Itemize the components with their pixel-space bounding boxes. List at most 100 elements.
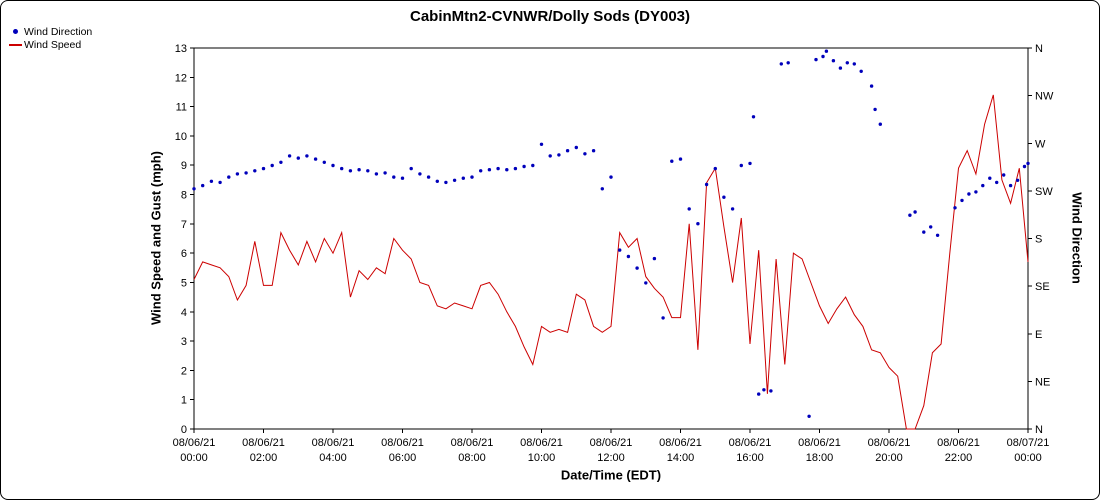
right-tick-label: NW (1035, 91, 1054, 103)
x-tick-time: 14:00 (667, 452, 695, 464)
wind-direction-dot (331, 163, 335, 168)
wind-direction-dot (873, 107, 877, 112)
wind-direction-dot (845, 61, 849, 65)
wind-direction-dot (435, 179, 439, 183)
right-tick-label: E (1035, 329, 1042, 341)
right-tick-label: SW (1035, 186, 1053, 198)
wind-direction-dot (461, 176, 465, 180)
wind-direction-dot (751, 115, 756, 119)
wind-direction-dot (661, 316, 665, 320)
wind-direction-dot (357, 168, 361, 172)
left-tick-label: 10 (175, 131, 187, 143)
wind-direction-dot (340, 166, 344, 171)
wind-direction-dot (981, 183, 985, 188)
wind-direction-dot (913, 210, 917, 214)
wind-direction-dot (348, 169, 353, 173)
wind-direction-dot (814, 57, 818, 62)
legend-label-wind-speed: Wind Speed (24, 38, 82, 51)
wind-direction-dot (591, 149, 596, 153)
wind-direction-dot (935, 233, 940, 237)
wind-direction-dot (922, 230, 926, 234)
x-axis-ticks: 08/06/21 00:00 08/06/21 02:00 08/06/21 04:00 0… (173, 429, 1050, 464)
wind-direction-dot (522, 164, 526, 169)
x-tick-date: 08/06/21 (590, 437, 633, 449)
wind-direction-dot (392, 175, 396, 179)
wind-direction-dot (831, 59, 836, 63)
x-tick-date: 08/06/21 (312, 437, 355, 449)
wind-direction-dot (878, 122, 882, 126)
left-tick-label: 4 (181, 307, 187, 319)
right-tick-label: W (1035, 138, 1046, 150)
wind-direction-dot (974, 190, 978, 194)
wind-direction-dot (261, 166, 266, 171)
wind-direction-dot (531, 163, 535, 168)
wind-direction-dot (583, 152, 587, 156)
x-tick-date: 08/06/21 (520, 437, 563, 449)
wind-direction-dot (748, 161, 752, 166)
wind-direction-dot (409, 166, 413, 171)
x-tick-time: 00:00 (1014, 452, 1042, 464)
wind-direction-dot (722, 195, 726, 199)
wind-direction-dot (644, 281, 648, 285)
left-tick-label: 13 (175, 43, 187, 55)
wind-direction-dot (762, 388, 766, 392)
wind-direction-legend-marker-icon (13, 29, 18, 34)
right-tick-label: N (1035, 424, 1043, 436)
x-tick-time: 16:00 (736, 452, 764, 464)
wind-direction-dot (1022, 164, 1027, 169)
wind-direction-dot (201, 183, 205, 188)
wind-direction-dot (470, 175, 474, 179)
wind-direction-dot (908, 213, 912, 217)
x-tick-time: 10:00 (528, 452, 556, 464)
wind-direction-dot (244, 171, 248, 175)
wind-direction-dot (626, 254, 631, 259)
wind-direction-dot (967, 192, 971, 196)
legend: Wind Direction Wind Speed (9, 25, 92, 51)
wind-direction-dot (418, 172, 422, 176)
wind-direction-dot (1008, 183, 1013, 188)
x-tick-date: 08/06/21 (381, 437, 424, 449)
wind-direction-dot (807, 414, 811, 418)
right-axis-ticks: N NW W SW S SE E NE N (1028, 43, 1054, 436)
x-tick-date: 08/06/21 (937, 437, 980, 449)
wind-direction-dot (1015, 178, 1020, 182)
wind-direction-dot (600, 187, 604, 191)
x-tick-time: 08:00 (458, 452, 486, 464)
x-tick-time: 22:00 (945, 452, 973, 464)
left-tick-label: 11 (176, 102, 187, 114)
wind-direction-dot (452, 178, 457, 182)
wind-direction-dot (374, 172, 379, 176)
left-tick-label: 0 (181, 424, 187, 436)
wind-direction-dot (505, 168, 509, 172)
wind-direction-dot (687, 207, 691, 211)
wind-direction-dot (618, 248, 622, 252)
wind-direction-dot (824, 49, 829, 53)
wind-direction-dot (270, 163, 274, 168)
left-tick-label: 8 (181, 190, 187, 202)
wind-direction-dot (479, 169, 483, 173)
x-tick-date: 08/07/21 (1007, 437, 1050, 449)
x-tick-time: 12:00 (597, 452, 625, 464)
wind-direction-dot (253, 169, 257, 173)
wind-direction-dot (757, 392, 761, 396)
legend-item-wind-direction: Wind Direction (9, 25, 92, 38)
chart-title: CabinMtn2-CVNWR/Dolly Sods (DY003) (409, 8, 691, 25)
wind-direction-dot (235, 172, 240, 176)
wind-direction-dot (652, 256, 657, 261)
wind-direction-dot (322, 160, 326, 164)
right-tick-label: NE (1035, 376, 1050, 388)
wind-direction-dot (296, 156, 300, 160)
legend-item-wind-speed: Wind Speed (9, 38, 92, 51)
wind-direction-dot (960, 198, 964, 203)
x-tick-date: 08/06/21 (242, 437, 285, 449)
x-tick-date: 08/06/21 (451, 437, 494, 449)
wind-direction-dot (869, 84, 874, 88)
wind-direction-dot (704, 182, 709, 187)
wind-direction-dot (192, 187, 196, 191)
x-axis-title: Date/Time (EDT) (560, 467, 662, 483)
wind-direction-dot (548, 154, 552, 158)
x-tick-date: 08/06/21 (868, 437, 911, 449)
wind-direction-dot (539, 142, 544, 146)
wind-direction-dot (821, 54, 825, 59)
